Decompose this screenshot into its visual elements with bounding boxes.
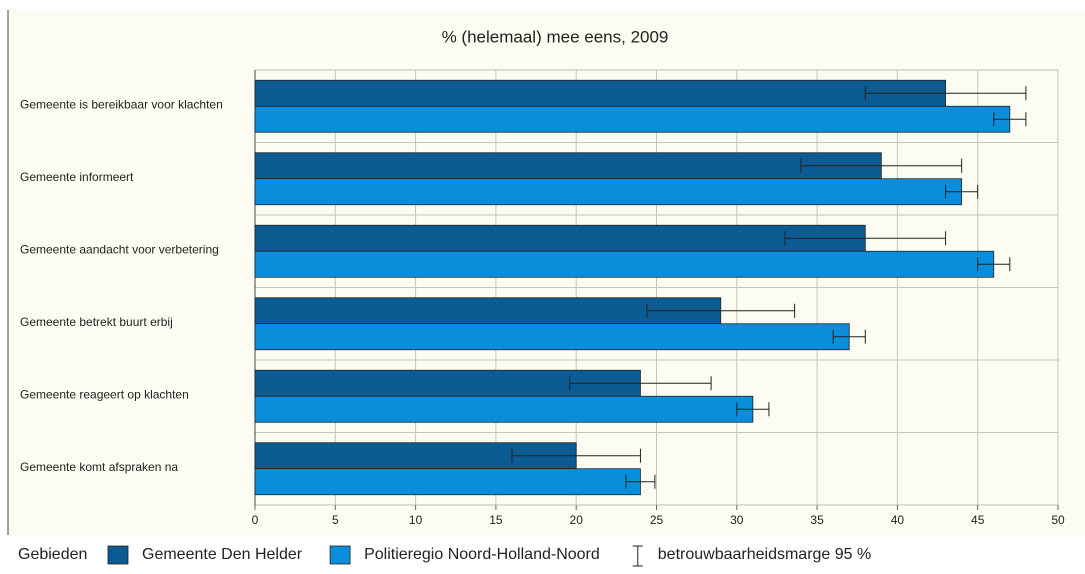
- x-tick-label: 10: [409, 513, 423, 527]
- bar: [254, 297, 722, 325]
- y-tick-label: Gemeente reageert op klachten: [20, 387, 189, 401]
- legend-swatch: [329, 545, 351, 565]
- legend-title: Gebieden: [18, 546, 87, 563]
- x-tick-label: 5: [332, 513, 339, 527]
- bar: [254, 395, 754, 423]
- x-tick-label: 15: [489, 513, 503, 527]
- x-tick-label: 25: [650, 513, 664, 527]
- x-tick-label: 20: [570, 513, 584, 527]
- y-tick-label: Gemeente betrekt buurt erbij: [20, 315, 173, 329]
- y-tick-label: Gemeente aandacht voor verbetering: [20, 242, 219, 256]
- x-tick-label: 35: [810, 513, 824, 527]
- x-tick-label: 0: [252, 513, 259, 527]
- legend-label: betrouwbaarheidsmarge 95 %: [658, 546, 871, 563]
- legend-label: Gemeente Den Helder: [142, 546, 303, 563]
- chart-title: % (helemaal) mee eens, 2009: [442, 27, 669, 46]
- y-tick-label: Gemeente komt afspraken na: [20, 460, 178, 474]
- y-tick-label: Gemeente is bereikbaar voor klachten: [20, 97, 223, 111]
- bar: [254, 178, 963, 206]
- bar: [254, 79, 946, 107]
- legend-label: Politieregio Noord-Holland-Noord: [364, 546, 600, 563]
- bar: [254, 152, 882, 180]
- x-tick-label: 45: [971, 513, 985, 527]
- bar: [254, 323, 850, 351]
- x-tick-label: 30: [730, 513, 744, 527]
- bar: [254, 250, 995, 278]
- y-tick-label: Gemeente informeert: [20, 170, 134, 184]
- legend-swatch: [107, 545, 129, 565]
- x-tick-label: 50: [1051, 513, 1065, 527]
- bar: [254, 105, 1011, 133]
- bar: [254, 468, 641, 496]
- bar: [254, 224, 866, 252]
- x-tick-label: 40: [891, 513, 905, 527]
